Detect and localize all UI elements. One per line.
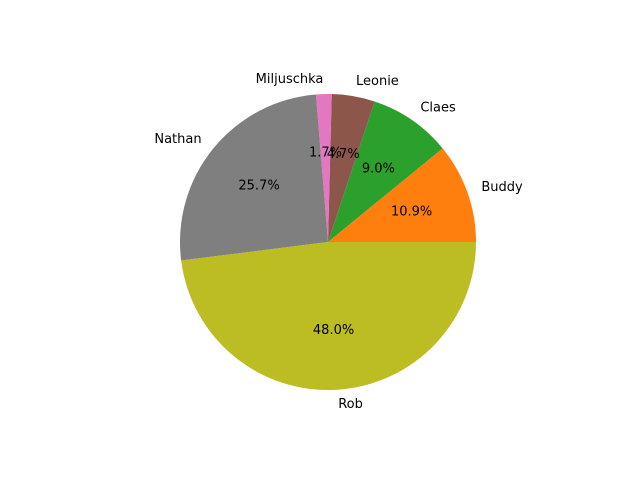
pie-slice-rob — [181, 242, 477, 391]
slice-label-nathan: Nathan — [154, 132, 201, 147]
slice-percent-leonie: 4.7% — [327, 147, 360, 162]
slice-label-leonie: Leonie — [356, 74, 399, 89]
pie-slice-nathan — [180, 94, 328, 261]
slice-percent-rob: 48.0% — [313, 323, 354, 338]
pie-slice-miljuschka — [315, 94, 332, 242]
slice-label-buddy: Buddy — [481, 180, 523, 195]
slice-percent-miljuschka: 1.7% — [309, 146, 342, 161]
slice-label-miljuschka: Miljuschka — [256, 72, 324, 87]
pie-slice-leonie — [328, 94, 375, 242]
pie-slices — [180, 94, 477, 391]
pie-slice-buddy — [328, 148, 476, 242]
slice-label-claes: Claes — [420, 100, 456, 115]
pie-labels: Buddy 10.9% Claes 9.0% Leonie 4.7% Miljuschka 1… — [154, 72, 523, 412]
slice-percent-nathan: 25.7% — [238, 179, 279, 194]
slice-percent-buddy: 10.9% — [391, 205, 432, 220]
pie-slice-claes — [328, 101, 443, 242]
slice-percent-claes: 9.0% — [362, 161, 395, 176]
slice-label-rob: Rob — [338, 397, 363, 412]
